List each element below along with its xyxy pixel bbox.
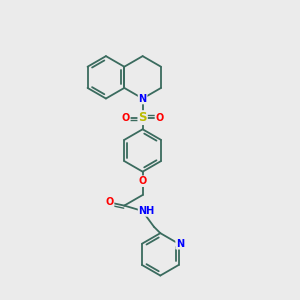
Text: O: O	[105, 197, 114, 207]
Text: N: N	[139, 94, 147, 103]
Text: NH: NH	[139, 206, 155, 216]
Text: O: O	[122, 112, 130, 123]
Text: O: O	[139, 176, 147, 186]
Text: S: S	[138, 111, 147, 124]
Text: N: N	[176, 239, 184, 249]
Text: O: O	[155, 112, 164, 123]
